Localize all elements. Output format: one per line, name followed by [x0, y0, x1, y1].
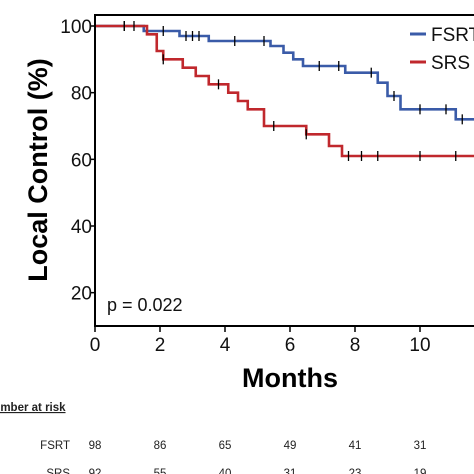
x-tick-label: 0: [90, 335, 101, 356]
series-line-srs: [95, 24, 474, 158]
risk-value: 23: [349, 468, 362, 474]
y-tick-label: 60: [71, 150, 92, 171]
y-tick-label: 80: [71, 84, 92, 105]
risk-value: 19: [414, 468, 427, 474]
x-tick-label: 2: [155, 335, 166, 356]
risk-value: 41: [349, 440, 362, 452]
risk-table-title: Number at risk: [0, 402, 66, 414]
x-tick-label: 4: [220, 335, 231, 356]
risk-value: 31: [414, 440, 427, 452]
x-axis-title: Months: [242, 363, 338, 393]
series-line-fsrt: [95, 24, 474, 121]
risk-value: 31: [284, 468, 297, 474]
risk-value: 40: [219, 468, 232, 474]
x-tick-label: 10: [409, 335, 430, 356]
risk-value: 86: [154, 440, 167, 452]
y-tick-label: 100: [60, 17, 92, 38]
x-tick-label: 6: [285, 335, 296, 356]
risk-row-label: SRS: [46, 468, 70, 474]
risk-value: 92: [89, 468, 102, 474]
risk-value: 65: [219, 440, 232, 452]
x-tick-label: 8: [350, 335, 361, 356]
y-axis-title: Local Control (%): [23, 58, 53, 282]
risk-row-label: FSRT: [40, 440, 70, 452]
risk-value: 49: [284, 440, 297, 452]
risk-value: 98: [89, 440, 102, 452]
risk-value: 55: [154, 468, 167, 474]
y-tick-label: 40: [71, 217, 92, 238]
legend-label-srs: SRS: [431, 53, 470, 74]
legend-label-fsrt: FSRT: [431, 25, 474, 46]
p-value-annotation: p = 0.022: [107, 295, 183, 315]
y-tick-label: 20: [71, 284, 92, 305]
